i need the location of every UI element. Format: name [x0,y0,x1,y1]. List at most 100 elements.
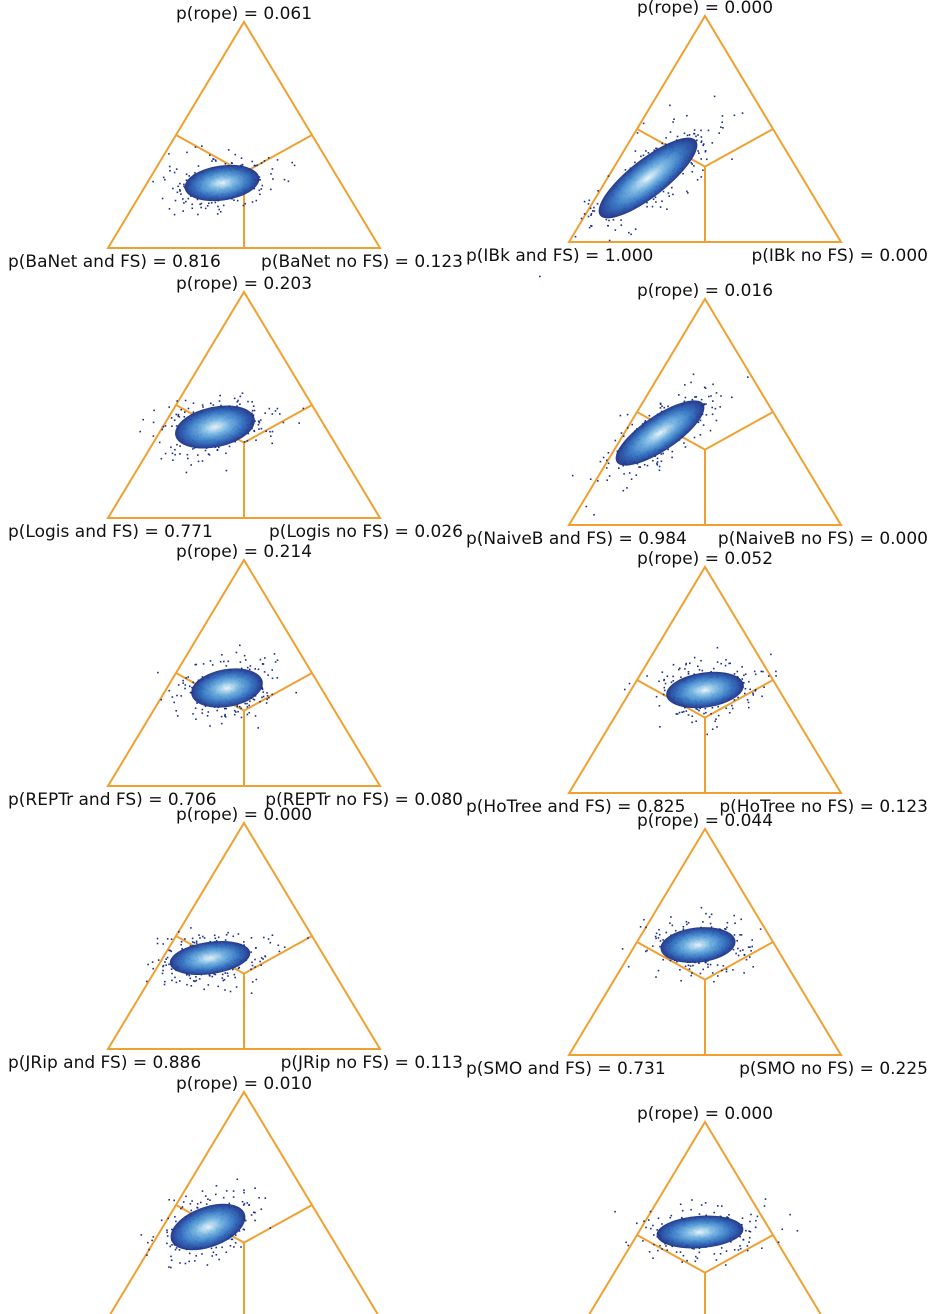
sample-point [618,467,620,469]
sample-point [639,926,642,928]
sample-point [668,195,670,197]
sample-point [656,457,659,460]
sample-point [188,175,190,177]
sample-point [722,965,725,967]
sample-point [654,935,657,938]
sample-point [739,1235,741,1238]
sample-point [699,972,702,975]
sample-point [176,715,179,717]
sample-point [715,1259,718,1261]
sample-point [666,1249,668,1251]
sample-point [234,153,237,156]
sample-point [658,465,661,468]
sample-point [207,984,210,986]
sample-point [655,932,658,935]
sample-point [671,924,674,927]
sample-point [614,229,617,231]
sample-point [164,425,167,427]
rope-label: p(rope) = 0.061 [176,4,312,24]
sample-point [197,165,200,167]
sample-point [185,974,188,976]
sample-point [191,937,194,940]
sample-point [262,691,265,693]
region-divider [243,404,313,444]
sample-point [638,466,640,468]
sample-point [724,928,726,930]
sample-point [183,185,185,188]
sample-point [188,685,191,688]
sample-point [174,453,176,456]
sample-point [700,398,703,401]
sample-point [198,934,200,936]
sample-point [152,1236,155,1238]
sample-point [717,705,719,708]
sample-point [221,973,224,976]
sample-point [170,968,173,970]
sample-point [672,121,674,123]
sample-point [166,1235,169,1237]
sample-point [257,727,259,729]
sample-point [179,980,181,982]
sample-point [657,1249,659,1252]
sample-point [175,413,178,416]
sample-point [702,424,705,426]
no-fs-label: p(HoTree no FS) = 0.123 [719,797,928,817]
sample-point [728,1214,730,1216]
sample-point [224,713,226,716]
sample-point [646,949,648,952]
sample-point [648,1251,651,1253]
sample-point [182,1201,185,1203]
sample-point [211,664,214,666]
sample-point [259,700,261,703]
sample-point [781,1228,784,1231]
sample-point [628,231,630,234]
sample-point [665,1245,667,1247]
sample-point [195,663,198,666]
sample-point [716,726,718,728]
sample-point [180,408,182,411]
no-fs-label: p(NaiveB no FS) = 0.000 [718,529,928,549]
sample-point [276,659,279,661]
sample-point [672,663,675,666]
sample-point [739,950,742,952]
sample-point [215,1185,218,1187]
sample-point [166,1242,168,1245]
sample-point [250,1214,253,1216]
sample-point [170,950,173,953]
sample-point [246,1202,249,1204]
sample-point [717,1205,719,1207]
sample-point [271,442,273,445]
sample-point [608,239,611,242]
sample-point [661,405,663,407]
sample-point [703,386,706,389]
sample-point [204,207,207,210]
sample-point [255,978,258,981]
sample-point [185,1195,187,1198]
sample-point [184,687,186,690]
sample-point [266,692,268,694]
sample-point [688,968,691,970]
sample-point [177,684,180,686]
sample-point [276,159,279,161]
sample-point [260,188,263,190]
region-divider [704,941,774,981]
sample-point [662,939,664,941]
sample-point [258,176,261,178]
sample-point [291,161,293,164]
sample-point [232,968,234,971]
sample-point [651,205,654,208]
sample-point [656,462,658,465]
sample-point [250,968,252,970]
sample-point [667,192,670,194]
sample-point [689,662,691,665]
sample-point [692,964,694,967]
sample-point [229,1245,232,1247]
sample-point [192,448,194,450]
sample-point [221,654,223,656]
sample-point [244,702,246,705]
sample-point [700,176,703,178]
sample-point [195,942,198,944]
sample-point [744,687,747,690]
sample-point [669,131,672,133]
sample-point [168,208,171,210]
